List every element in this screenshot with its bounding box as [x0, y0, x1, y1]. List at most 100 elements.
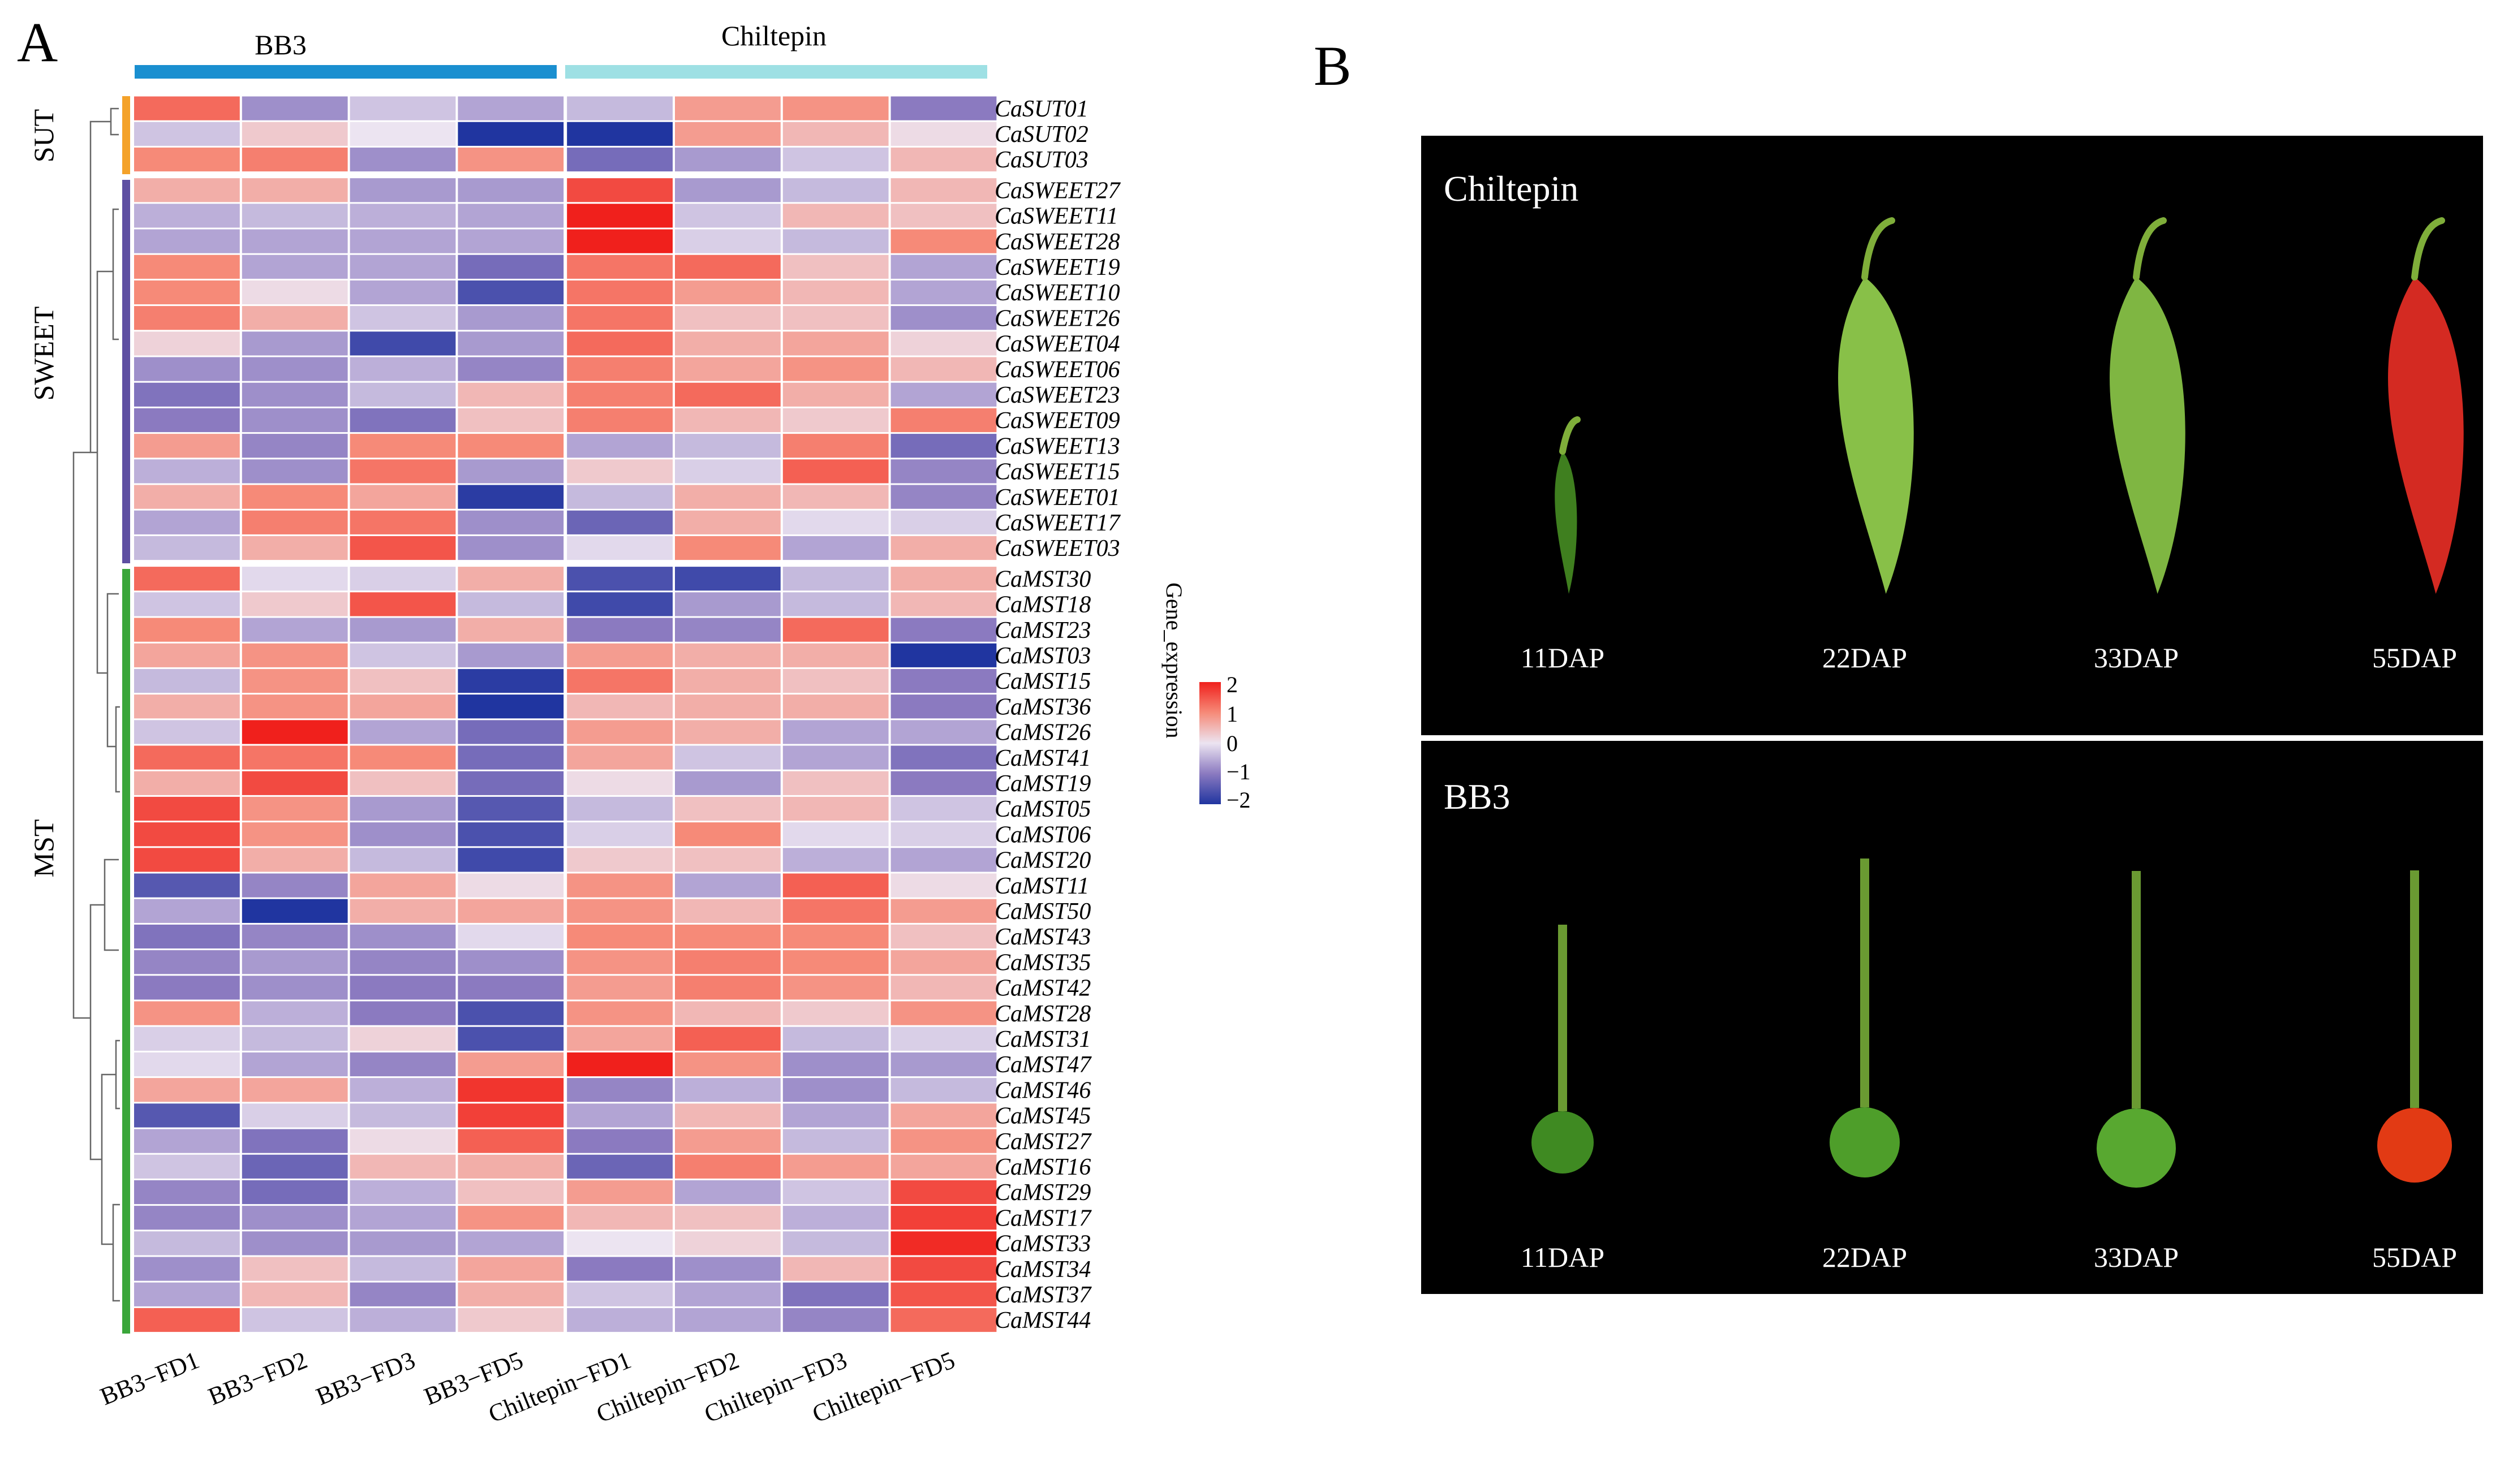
row-label: CaSWEET19 [995, 254, 1120, 281]
row-label: CaMST23 [995, 618, 1091, 644]
heatmap-cell [782, 567, 889, 591]
heatmap-cell [458, 178, 564, 202]
heatmap-cell [458, 567, 564, 591]
heatmap-cell [134, 357, 240, 381]
heatmap-cell [782, 899, 889, 923]
heatmap-cell [134, 694, 240, 719]
row-label: CaMST42 [995, 976, 1091, 1002]
heatmap-cell [134, 720, 240, 744]
column-group-bar-bb3 [135, 65, 557, 79]
heatmap-cell [134, 96, 240, 120]
legend-tick-neg1: −1 [1227, 759, 1251, 784]
row-label: CaMST45 [995, 1103, 1091, 1129]
heatmap-cell [567, 1078, 673, 1102]
photo-title-bb3: BB3 [1444, 776, 1510, 817]
heatmap-cell [675, 745, 781, 770]
heatmap-cell [350, 924, 456, 949]
heatmap-cell [242, 1154, 348, 1179]
heatmap-cell [675, 1180, 781, 1205]
heatmap-cell [675, 536, 781, 560]
row-label: CaMST28 [995, 1001, 1091, 1027]
heatmap-cell [242, 204, 348, 228]
heatmap-cell [890, 1154, 997, 1179]
heatmap-cell [458, 510, 564, 534]
heatmap-cell [782, 331, 889, 356]
heatmap-cell [458, 1206, 564, 1230]
heatmap-cell [350, 459, 456, 484]
heatmap-cell [890, 178, 997, 202]
color-legend: Gene_expression 2 1 0 −1 −2 [1161, 583, 1251, 813]
stage-label: 33DAP [2094, 1241, 2179, 1273]
heatmap-cell [675, 96, 781, 120]
heatmap-cell [350, 331, 456, 356]
legend-tick-1: 1 [1227, 701, 1238, 727]
heatmap-cell [458, 643, 564, 667]
heatmap-cell [134, 771, 240, 795]
heatmap-cell [890, 536, 997, 560]
heatmap-cell [782, 382, 889, 407]
heatmap-cell [782, 536, 889, 560]
heatmap-cell [890, 924, 997, 949]
heatmap-cell [782, 1001, 889, 1025]
heatmap-cell [134, 643, 240, 667]
heatmap-cell [458, 1078, 564, 1102]
row-label: CaMST06 [995, 822, 1091, 848]
fruit-image: 33DAP [2094, 217, 2185, 674]
heatmap-cell [782, 950, 889, 974]
heatmap-cell [782, 510, 889, 534]
heatmap-cell [782, 408, 889, 433]
heatmap-cell [134, 1078, 240, 1102]
row-label: CaMST34 [995, 1257, 1091, 1283]
heatmap-cell [567, 924, 673, 949]
heatmap-cell [350, 229, 456, 253]
heatmap-cell [242, 306, 348, 330]
heatmap-cell [782, 1206, 889, 1230]
heatmap-cell [675, 924, 781, 949]
heatmap-cell [350, 485, 456, 509]
heatmap-cell [458, 306, 564, 330]
heatmap-cell [350, 848, 456, 872]
heatmap-cell [458, 229, 564, 253]
heatmap-cell [134, 924, 240, 949]
heatmap-cell [567, 204, 673, 228]
heatmap-cell [134, 1308, 240, 1332]
heatmap-cell [567, 796, 673, 821]
heatmap-cell [242, 459, 348, 484]
heatmap-cell [890, 485, 997, 509]
heatmap-cell [242, 382, 348, 407]
row-label: CaSWEET23 [995, 382, 1120, 408]
heatmap-cell [242, 1308, 348, 1332]
legend-color-bar [1199, 682, 1221, 804]
heatmap-cell [134, 1052, 240, 1077]
heatmap-cell [890, 822, 997, 847]
fruit-image: 55DAP [2372, 870, 2457, 1273]
heatmap-cell [134, 950, 240, 974]
heatmap-cell [458, 668, 564, 693]
heatmap-cell [890, 1308, 997, 1332]
heatmap-cell [675, 899, 781, 923]
heatmap-cell [242, 899, 348, 923]
stage-label: 33DAP [2094, 642, 2179, 674]
heatmap-cell [890, 618, 997, 642]
heatmap-cell [675, 382, 781, 407]
heatmap-cell [675, 1282, 781, 1306]
heatmap-cell [134, 796, 240, 821]
row-label: CaMST41 [995, 745, 1091, 771]
heatmap-cell [242, 592, 348, 616]
heatmap-cell [242, 96, 348, 120]
fruit-photo-panel: Chiltepin BB3 11DAP 22DAP 33DAP 55DAP 11DAP… [1421, 136, 2483, 1294]
heatmap-cell [134, 459, 240, 484]
heatmap-cell [567, 643, 673, 667]
heatmap-cell [567, 618, 673, 642]
column-group-label-chiltepin: Chiltepin [721, 20, 827, 51]
heatmap-panel: BB3 Chiltepin SUT SWEET MST CaSUT01 [28, 20, 1251, 1428]
fruit-image: 11DAP [1521, 416, 1604, 674]
heatmap-cell [350, 1078, 456, 1102]
heatmap-cell [675, 1257, 781, 1281]
heatmap-cell [350, 96, 456, 120]
row-label: CaMST11 [995, 873, 1089, 899]
heatmap-cell [675, 178, 781, 202]
heatmap-cell [567, 745, 673, 770]
heatmap-cell [675, 643, 781, 667]
heatmap-cell [242, 643, 348, 667]
